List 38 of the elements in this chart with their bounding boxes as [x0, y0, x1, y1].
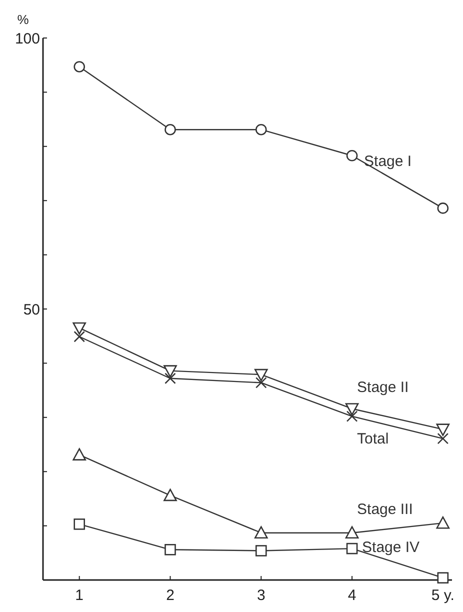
point: [74, 61, 86, 72]
point: [254, 368, 268, 382]
point: [255, 124, 267, 136]
point: [255, 377, 267, 388]
y-axis-title: %: [17, 12, 30, 27]
series-label: Stage II: [357, 378, 409, 396]
point: [345, 526, 359, 538]
point: [436, 424, 450, 436]
point: [437, 432, 449, 444]
point: [164, 488, 177, 502]
x-tick-label: 5 y.: [431, 587, 454, 604]
point: [346, 150, 358, 162]
point: [437, 202, 449, 214]
x-tick-label: 2: [166, 587, 174, 604]
point: [346, 542, 358, 554]
point: [74, 330, 86, 342]
y-tick-label: 50: [23, 301, 40, 318]
point: [346, 410, 358, 422]
point: [164, 544, 176, 556]
point: [345, 403, 359, 416]
series-label: Total: [357, 430, 389, 448]
point: [72, 448, 86, 460]
point: [436, 516, 450, 529]
y-tick-label: 100: [14, 30, 40, 48]
series-label: Stage III: [357, 501, 413, 518]
x-tick-label: 3: [256, 587, 266, 604]
x-tick-label: 1: [75, 587, 84, 604]
point: [72, 322, 86, 335]
x-tick-label: 4: [348, 587, 356, 604]
series-label: Stage IV: [362, 538, 420, 556]
point: [164, 372, 176, 384]
point: [437, 572, 449, 584]
point: [255, 545, 267, 556]
point: [74, 518, 86, 530]
point: [164, 124, 176, 136]
point: [164, 365, 177, 378]
series-label: Stage I: [364, 152, 412, 170]
point: [254, 526, 268, 538]
